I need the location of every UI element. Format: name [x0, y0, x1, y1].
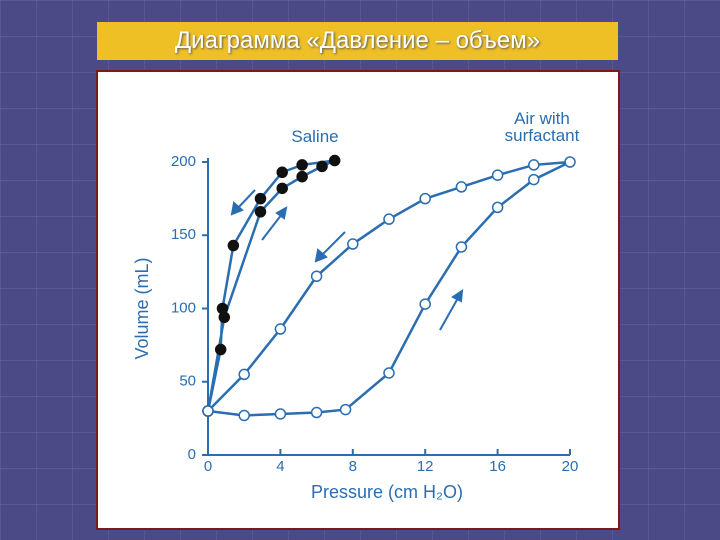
slide-title: Диаграмма «Давление – объем» — [97, 22, 618, 60]
x-tick-label: 8 — [349, 458, 357, 475]
saline-label: Saline — [291, 127, 339, 146]
data-point — [274, 408, 287, 420]
y-tick-label: 0 — [188, 446, 196, 463]
x-tick-label: 12 — [417, 458, 434, 475]
data-point — [202, 405, 214, 417]
x-axis-label: Pressure (cm H₂O) — [311, 482, 463, 502]
data-point — [419, 298, 431, 310]
y-tick-label: 100 — [171, 299, 196, 316]
y-tick-label: 150 — [171, 226, 196, 243]
y-tick-label: 50 — [179, 373, 196, 390]
data-point — [310, 270, 323, 283]
arrows — [230, 189, 464, 331]
data-point — [419, 192, 431, 205]
data-point — [238, 368, 250, 381]
data-point — [328, 154, 341, 167]
data-point — [214, 343, 227, 356]
data-point — [383, 213, 395, 225]
data-point — [276, 182, 288, 195]
data-point — [491, 201, 504, 214]
x-tick-label: 4 — [276, 458, 284, 475]
data-point — [491, 169, 504, 181]
data-point — [528, 173, 540, 186]
data-point — [254, 192, 267, 205]
data-point — [383, 367, 395, 379]
data-point — [274, 323, 287, 335]
data-point — [296, 159, 308, 171]
data-point — [310, 406, 323, 419]
data-point — [296, 170, 308, 183]
air-label: Air with surfactant — [504, 109, 580, 145]
y-axis-label: Volume (mL) — [132, 257, 152, 359]
data-point — [564, 156, 576, 168]
data-point — [316, 160, 328, 173]
x-tick-label: 0 — [204, 458, 212, 475]
chart-card — [96, 70, 620, 530]
data-point — [238, 409, 250, 422]
data-point — [216, 302, 229, 315]
data-point — [347, 238, 359, 250]
data-point — [455, 181, 468, 193]
data-point — [339, 403, 352, 416]
data-point — [528, 159, 540, 171]
data-point — [276, 166, 288, 179]
series-line — [206, 159, 336, 412]
data-point — [254, 206, 267, 218]
x-tick-label: 16 — [489, 458, 506, 475]
y-tick-label: 200 — [171, 153, 196, 170]
data-point — [227, 239, 240, 252]
x-tick-label: 20 — [562, 458, 579, 475]
data-point — [455, 241, 468, 253]
